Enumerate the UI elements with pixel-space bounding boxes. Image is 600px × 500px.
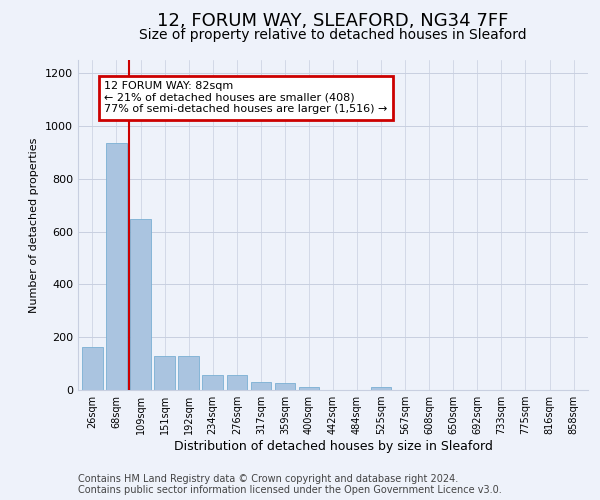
Text: 12, FORUM WAY, SLEAFORD, NG34 7FF: 12, FORUM WAY, SLEAFORD, NG34 7FF (157, 12, 509, 30)
Y-axis label: Number of detached properties: Number of detached properties (29, 138, 40, 312)
Text: Contains public sector information licensed under the Open Government Licence v3: Contains public sector information licen… (78, 485, 502, 495)
Bar (202, 375, 223, 390)
Bar (299, 387, 319, 390)
Bar (178, 356, 199, 390)
Bar (275, 384, 295, 390)
Bar (82, 347, 103, 390)
Bar (227, 376, 247, 390)
Text: Contains HM Land Registry data © Crown copyright and database right 2024.: Contains HM Land Registry data © Crown c… (78, 474, 458, 484)
Text: Size of property relative to detached houses in Sleaford: Size of property relative to detached ho… (139, 28, 527, 42)
Text: 12 FORUM WAY: 82sqm
← 21% of detached houses are smaller (408)
77% of semi-detac: 12 FORUM WAY: 82sqm ← 21% of detached ho… (104, 81, 388, 114)
Bar (371, 387, 391, 390)
Bar (251, 382, 271, 390)
Bar (130, 219, 151, 390)
Bar (154, 356, 175, 390)
X-axis label: Distribution of detached houses by size in Sleaford: Distribution of detached houses by size … (173, 440, 493, 453)
Bar (106, 143, 127, 390)
